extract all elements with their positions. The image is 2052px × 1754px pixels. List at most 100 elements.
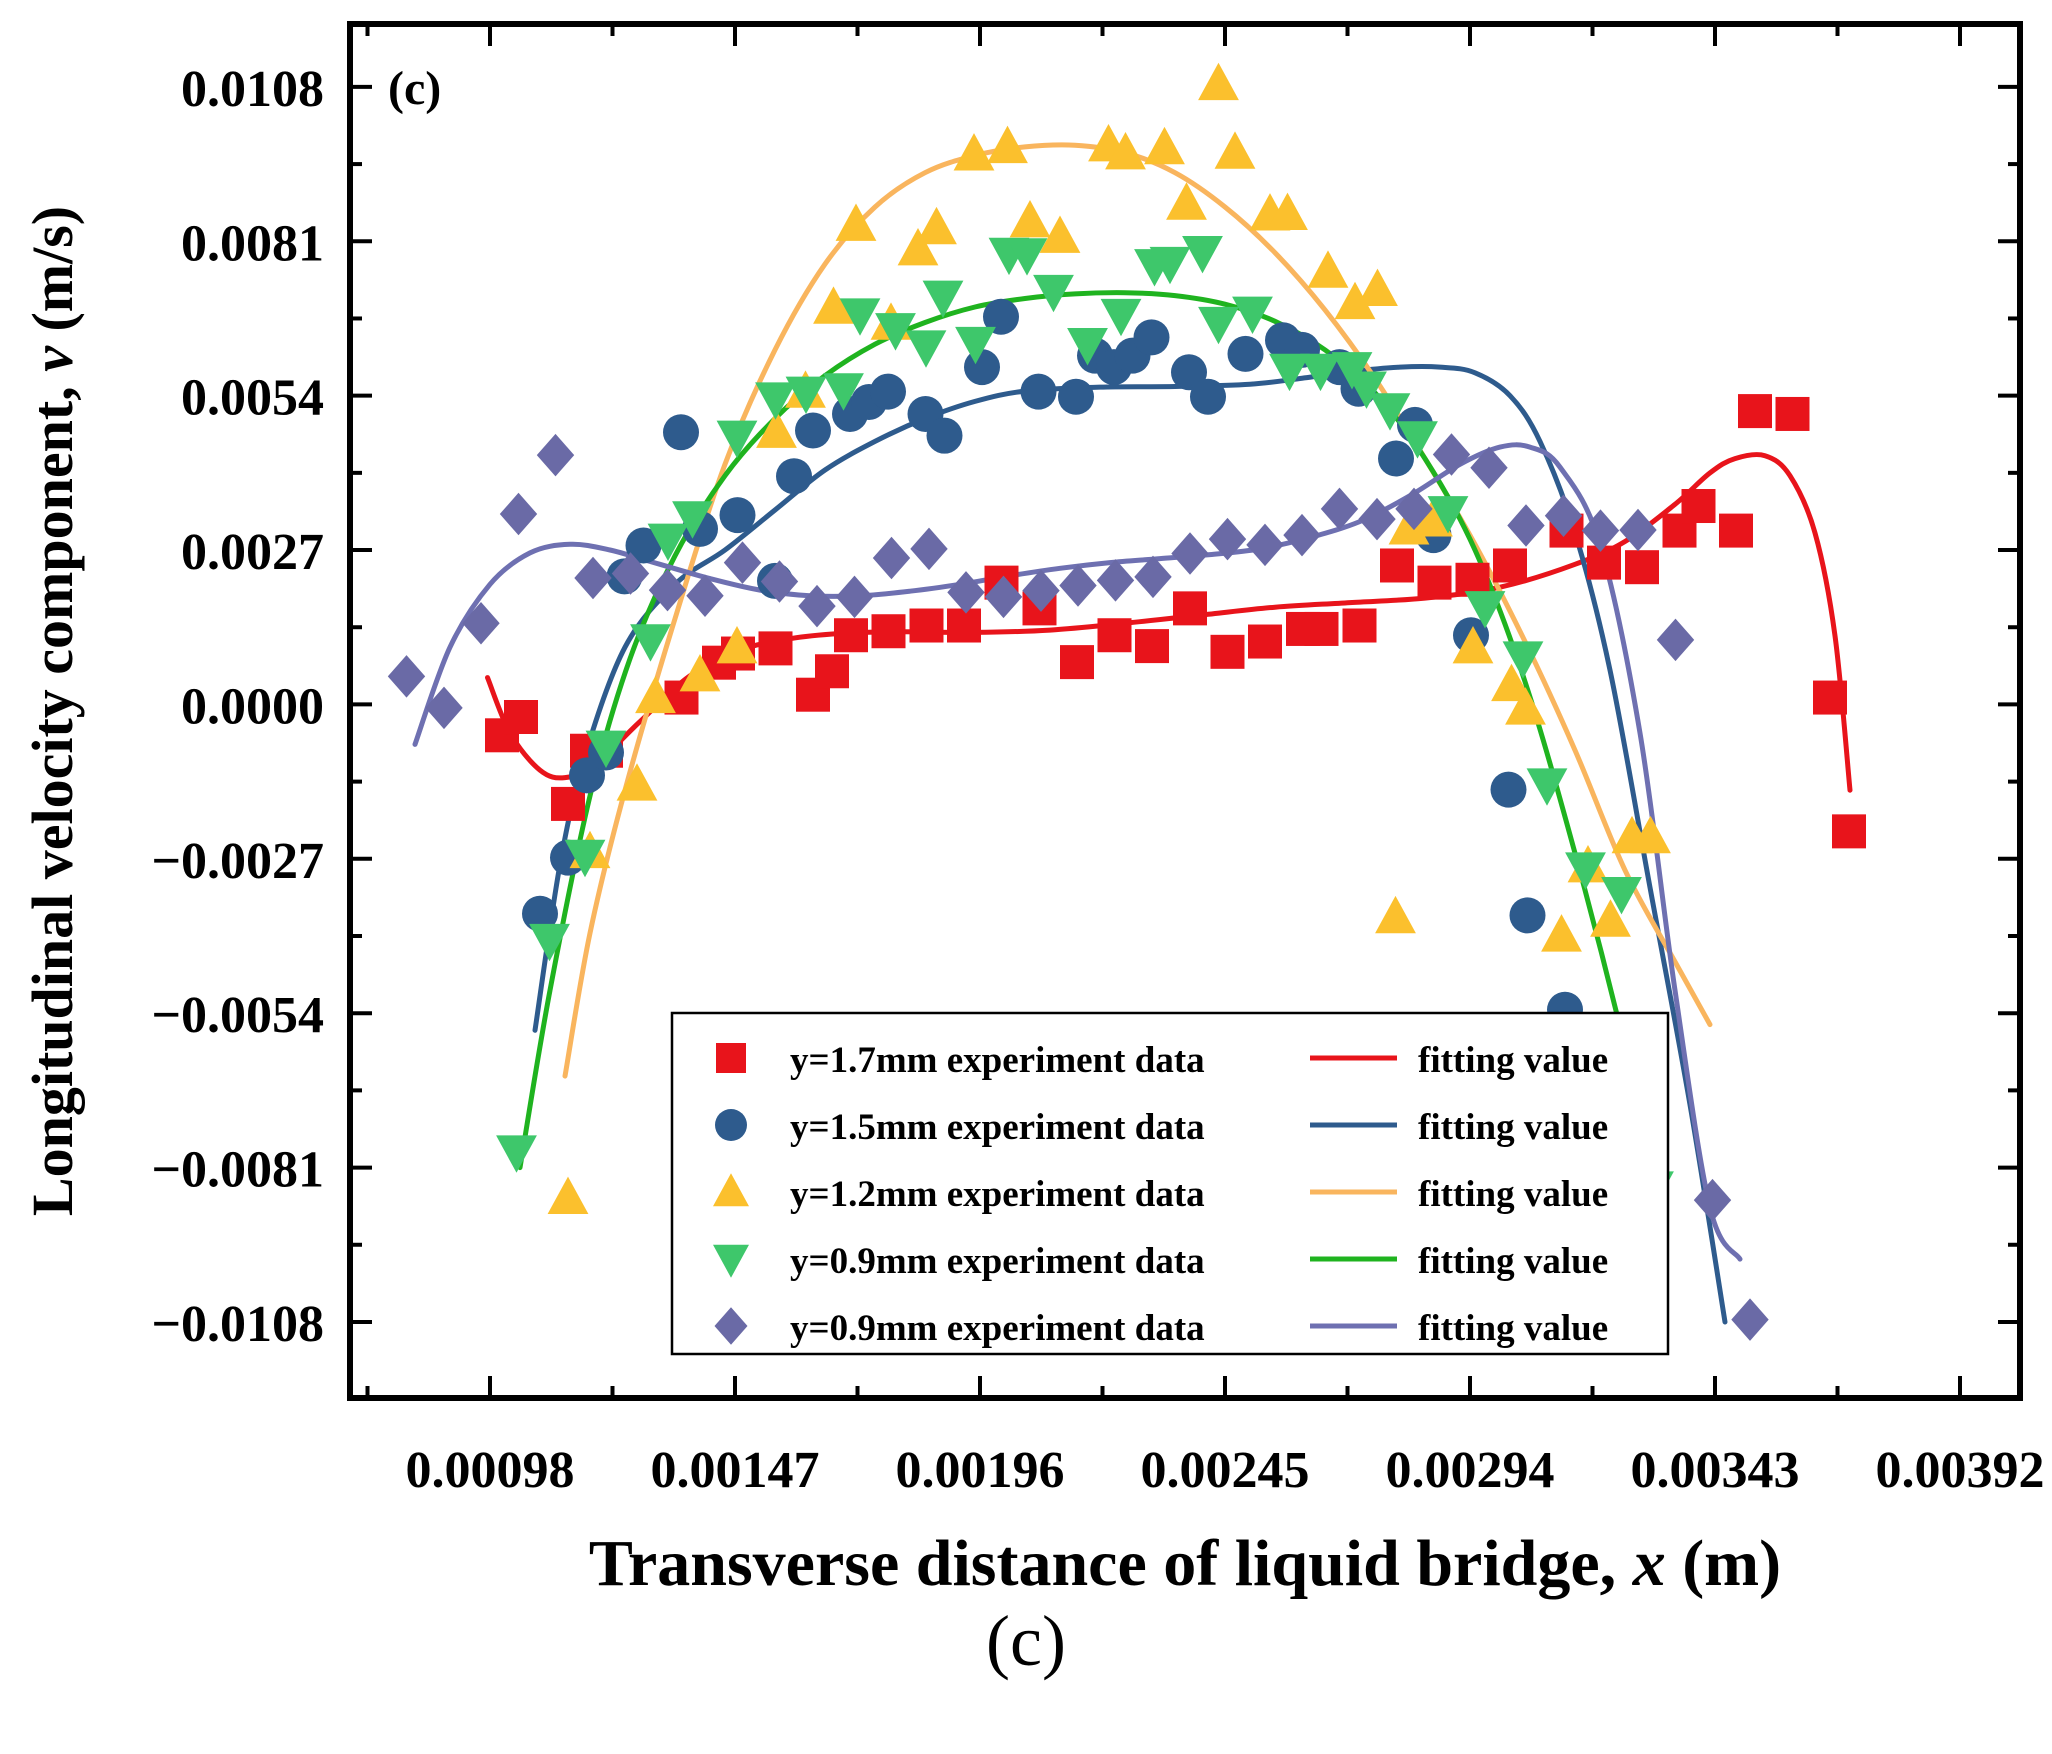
data-point <box>564 839 606 878</box>
data-point <box>910 527 948 571</box>
panel-label: (c) <box>388 62 441 115</box>
data-point <box>1320 487 1359 531</box>
data-point <box>1208 517 1247 561</box>
data-point <box>1173 591 1207 626</box>
data-point <box>1731 1298 1769 1341</box>
data-point <box>875 313 916 351</box>
data-point <box>663 414 699 451</box>
data-point <box>425 686 463 730</box>
data-point <box>1166 182 1207 220</box>
legend-box <box>670 1011 1670 1356</box>
y-axis-title: Longitudinal velocity component, v (m/s) <box>20 206 85 1216</box>
data-point <box>909 608 944 643</box>
legend-fit-label: fitting value <box>1418 1308 1608 1349</box>
data-point <box>522 895 558 932</box>
x-axis-title-unit: (m) <box>1666 1527 1781 1600</box>
data-point <box>1198 306 1239 345</box>
data-point <box>1464 591 1506 629</box>
data-point <box>1182 235 1223 274</box>
data-point <box>1380 548 1414 583</box>
data-point <box>1304 611 1339 646</box>
x-tick-label: 0.00196 <box>896 1442 1065 1499</box>
data-point <box>1541 914 1582 952</box>
data-point <box>1149 246 1191 285</box>
data-point <box>947 608 981 643</box>
data-point <box>947 571 985 614</box>
data-point <box>648 568 687 612</box>
data-point <box>922 280 964 318</box>
data-point <box>1832 814 1866 849</box>
data-point <box>1581 509 1620 552</box>
data-point <box>716 420 758 459</box>
data-point <box>834 618 868 653</box>
data-point <box>839 298 881 336</box>
data-point <box>964 349 1000 386</box>
data-point <box>529 923 570 962</box>
data-point <box>723 541 762 584</box>
data-point <box>1232 296 1273 335</box>
legend-data-label: y=1.5mm experiment data <box>790 1107 1205 1148</box>
data-point <box>1378 440 1414 477</box>
legend-fit-label: fitting value <box>1418 1174 1608 1215</box>
data-point <box>686 574 724 618</box>
legend-marker <box>715 1109 747 1141</box>
data-point <box>1656 618 1695 662</box>
legend-data-label: y=0.9mm experiment data <box>790 1308 1205 1349</box>
data-point <box>776 458 812 495</box>
data-point <box>536 433 575 477</box>
data-point <box>983 298 1019 335</box>
data-point <box>1452 625 1494 664</box>
data-point <box>1630 815 1671 854</box>
data-point <box>616 763 658 801</box>
data-point <box>1417 565 1452 600</box>
data-point <box>1067 328 1108 366</box>
x-axis-title-main: Transverse distance of liquid bridge, <box>589 1527 1633 1600</box>
series-y-1-7mm <box>485 394 1866 849</box>
x-tick-label: 0.00147 <box>651 1442 820 1499</box>
data-point <box>1171 532 1209 575</box>
data-point <box>1342 608 1377 643</box>
y-tick-labels: 0.0108 0.0081 0.0054 0.0027 0.0000 −0.0027 −0.… <box>151 61 324 1353</box>
data-point <box>897 228 939 266</box>
data-point <box>1505 687 1546 725</box>
data-point <box>574 556 612 600</box>
data-point <box>1590 899 1631 937</box>
data-point <box>1625 550 1659 585</box>
data-point <box>1097 618 1132 653</box>
data-point <box>1507 504 1545 547</box>
data-point <box>1719 513 1753 548</box>
data-point <box>1134 555 1172 599</box>
legend-fit-label: fitting value <box>1418 1040 1608 1081</box>
y-tick-label: 0.0081 <box>181 215 324 272</box>
x-tick-label: 0.00098 <box>406 1442 575 1499</box>
data-point <box>835 203 877 241</box>
y-tick-label: 0.0027 <box>181 524 324 581</box>
data-point <box>1738 394 1772 429</box>
legend-data-label: y=1.7mm experiment data <box>790 1040 1205 1081</box>
legend-marker <box>716 1043 746 1073</box>
fit-line-y-1-7mm <box>485 452 1853 793</box>
data-point <box>984 575 1023 619</box>
data-point <box>635 675 676 714</box>
data-point <box>585 730 627 768</box>
x-tick-label: 0.00343 <box>1631 1442 1800 1499</box>
data-point <box>1133 319 1170 356</box>
data-point <box>1059 564 1097 607</box>
y-tick-label: −0.0054 <box>151 987 324 1044</box>
data-point <box>815 654 849 689</box>
data-point <box>798 584 836 628</box>
data-point <box>1307 250 1349 288</box>
data-point <box>1009 200 1051 238</box>
data-point <box>625 527 662 564</box>
data-point <box>1346 371 1387 409</box>
data-point <box>760 560 799 603</box>
data-point <box>1331 352 1373 390</box>
data-point <box>719 497 756 534</box>
data-point <box>1693 1178 1732 1222</box>
legend: y=1.7mm experiment data fitting value y=1.… <box>670 1011 1670 1356</box>
data-point <box>1022 569 1060 612</box>
data-point <box>1775 396 1810 431</box>
data-point <box>716 625 758 664</box>
data-point <box>1358 497 1396 541</box>
